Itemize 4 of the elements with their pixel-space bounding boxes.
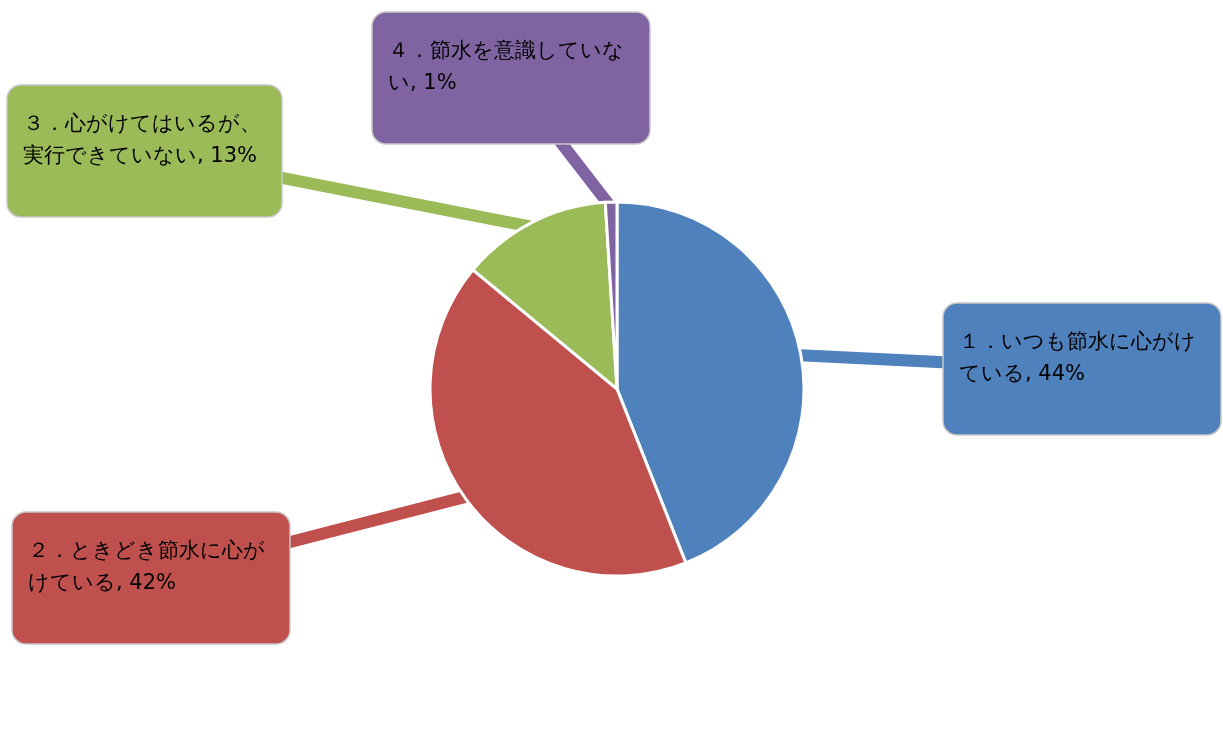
slice-label: ２．ときどき節水に心がけている, 42%	[28, 538, 265, 594]
slice-label: １．いつも節水に心がけている, 44%	[959, 329, 1196, 385]
slice-label: ３．心がけてはいるが、実行できていない, 13%	[23, 111, 261, 167]
slice-label: ４．節水を意識していない, 1%	[388, 38, 624, 94]
